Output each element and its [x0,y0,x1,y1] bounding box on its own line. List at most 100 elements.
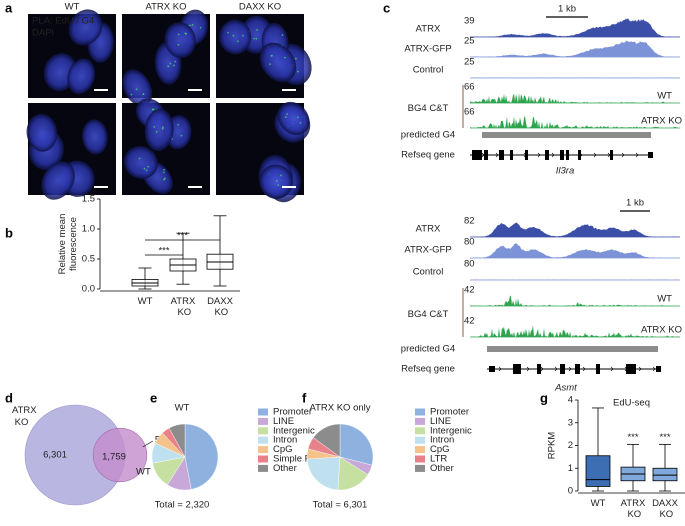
exon [489,366,495,372]
signal-track [470,222,680,237]
pla-focus [286,113,288,116]
pla-focus [277,184,280,187]
pie-slice [339,423,374,466]
significance-label: *** [158,246,169,257]
track-scale: 25 [464,57,475,68]
exon [484,150,488,160]
track-label: WT [657,294,672,305]
y-axis-label: Relative mean [57,214,68,275]
exon [560,364,565,374]
strand-arrow [551,152,555,158]
legend-label: Intron [430,435,454,446]
pla-focus [164,177,166,180]
pla-focus [155,130,158,133]
strand-arrow [481,152,485,158]
track-label: ATRX KO [641,116,682,127]
legend-label: LINE [273,416,294,427]
pla-focus [135,88,138,91]
exon [656,366,661,372]
track-label: Control [413,267,444,278]
nucleus [41,161,75,200]
micrograph [122,98,210,195]
strand-arrow [537,152,541,158]
venn-value: 1,759 [102,452,126,463]
strand-arrow [621,152,625,158]
nucleus [81,119,108,155]
pla-focus [177,33,180,36]
group-label: BG4 C&T [408,103,449,114]
pla-focus [270,54,273,57]
panel-label: c [383,0,390,15]
gene-name: Asmt [554,383,577,394]
pla-focus [256,28,258,31]
y-tick-label: 1 [568,463,573,474]
track-scale: 66 [464,107,475,118]
x-tick-label: DAXX KO [207,296,234,318]
channel-label: PLA: EdU / G4 [32,16,94,27]
legend-label: Other [273,463,297,474]
legend-label: LINE [430,416,451,427]
strand-arrow [512,366,516,372]
nucleus [123,146,158,180]
track-label: Control [413,65,444,76]
significance-label: *** [627,432,638,443]
track-scale: 39 [464,16,475,27]
panel-label: b [5,225,13,240]
pla-focus [299,121,302,124]
pla-focus [169,62,172,65]
pie-slice [184,423,219,490]
x-tick-label: ATRX KO [621,498,646,520]
exon [518,364,521,374]
y-tick-label: 0.0 [82,284,95,295]
pla-focus [189,24,192,27]
panel-label: g [540,390,548,405]
legend-label: Promoter [273,407,312,418]
leader [142,440,153,448]
legend-swatch [415,464,425,472]
legend-label: LTR [430,454,447,465]
exon [513,364,518,374]
pla-focus [236,40,239,43]
signal-track [470,295,680,306]
panel-label: e [150,390,157,405]
signal-track [470,115,680,128]
pla-focus [184,32,187,35]
pla-focus [284,56,286,59]
legend-swatch [258,427,268,435]
legend-label: Intron [273,435,297,446]
pla-focus [161,127,164,130]
exon [566,150,569,160]
exon [545,150,549,160]
pla-focus [280,174,282,177]
strand-arrow [652,366,656,372]
legend-label: CpG [430,444,450,455]
predicted-label: predicted G4 [401,344,455,355]
y-tick-label: 2 [568,440,573,451]
legend-swatch [258,436,268,444]
nucleus [259,42,297,83]
pla-focus [242,34,244,37]
legend-label: Intergenic [430,425,472,436]
pie-slice [313,423,341,458]
panel-label: a [5,0,13,15]
nucleus [259,164,293,199]
track-label: ATRX-GFP [404,44,451,55]
track-label: WT [657,91,672,102]
nucleus [277,101,310,136]
pla-focus [199,26,202,29]
legend-swatch [415,455,425,463]
pla-focus [177,123,180,126]
pla-focus [297,70,299,73]
pla-focus [142,93,145,96]
y-tick-label: 1.5 [82,194,95,205]
pla-focus [275,179,278,182]
channel-label: DAPI [32,28,54,39]
pla-focus [296,116,299,119]
pla-focus [232,34,235,37]
strand-arrow [526,366,530,372]
strand-arrow [565,152,569,158]
strand-arrow [638,366,642,372]
legend-label: Other [430,463,454,474]
pla-focus [174,60,177,63]
